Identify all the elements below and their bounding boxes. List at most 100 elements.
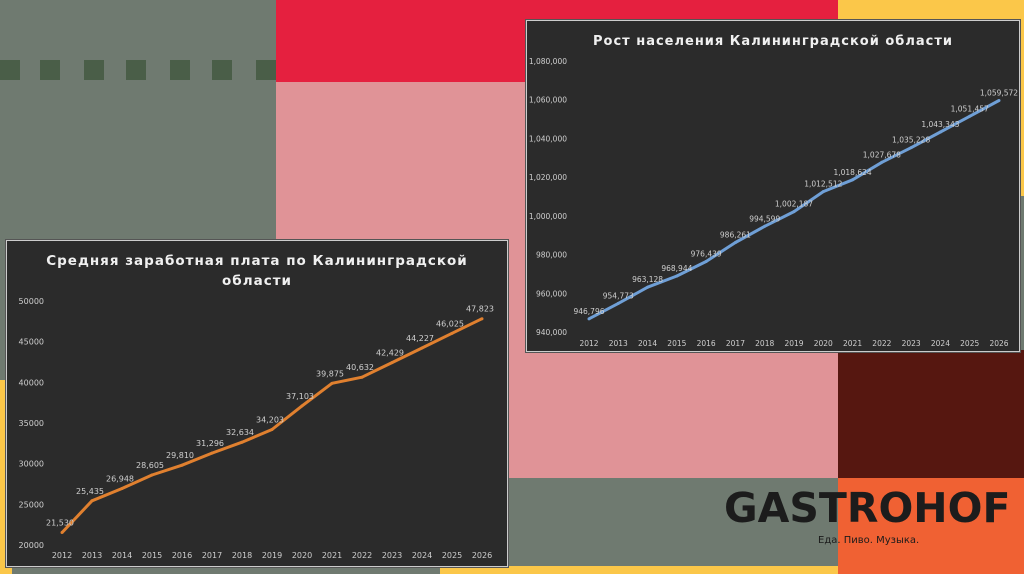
population-x-tick: 2015 (667, 339, 686, 348)
salary-chart: Средняя заработная плата по Калининградс… (6, 240, 508, 567)
population-data-label: 963,128 (632, 275, 663, 284)
salary-x-tick: 2019 (262, 551, 282, 560)
population-data-label: 1,018,624 (833, 168, 871, 177)
salary-data-point (180, 463, 184, 467)
population-x-tick: 2018 (755, 339, 774, 348)
salary-data-label: 46,025 (436, 319, 464, 328)
salary-data-label: 28,605 (136, 461, 164, 470)
brand-logo: GASTROHOF (724, 484, 1011, 532)
population-data-point (675, 274, 679, 278)
bg-block-yellow-bottom (440, 566, 1024, 574)
salary-data-point (480, 317, 484, 321)
salary-x-tick: 2021 (322, 551, 342, 560)
salary-data-point (210, 451, 214, 455)
population-x-tick: 2013 (609, 339, 628, 348)
population-y-tick: 1,060,000 (529, 96, 567, 105)
population-x-tick: 2014 (638, 339, 657, 348)
population-x-tick: 2022 (872, 339, 891, 348)
population-data-point (616, 301, 620, 305)
salary-x-tick: 2013 (82, 551, 102, 560)
population-data-point (763, 224, 767, 228)
bg-block-maroon (838, 350, 1024, 478)
salary-data-point (150, 473, 154, 477)
population-y-tick: 1,020,000 (529, 173, 567, 182)
population-x-tick: 2023 (902, 339, 921, 348)
salary-x-tick: 2015 (142, 551, 162, 560)
population-data-label: 1,035,228 (892, 136, 930, 145)
population-data-point (821, 190, 825, 194)
population-data-label: 976,439 (691, 249, 722, 258)
population-y-tick: 960,000 (536, 289, 567, 298)
population-data-label: 986,261 (720, 230, 751, 239)
salary-data-label: 37,103 (286, 392, 314, 401)
population-x-tick: 2021 (843, 339, 862, 348)
population-data-label: 1,012,512 (804, 180, 842, 189)
salary-data-point (270, 427, 274, 431)
salary-data-point (90, 499, 94, 503)
salary-data-label: 25,435 (76, 487, 104, 496)
population-data-label: 1,059,572 (980, 89, 1018, 98)
salary-y-tick: 50000 (19, 297, 44, 306)
salary-data-point (390, 361, 394, 365)
population-y-tick: 940,000 (536, 328, 567, 337)
salary-y-tick: 30000 (19, 460, 44, 469)
salary-data-label: 42,429 (376, 349, 404, 358)
salary-y-tick: 25000 (19, 500, 44, 509)
salary-x-tick: 2026 (472, 551, 492, 560)
salary-data-point (330, 381, 334, 385)
salary-chart-plot: 20000 25000 30000 35000 40000 45000 50000 2012 2… (19, 297, 494, 560)
salary-data-label: 26,948 (106, 474, 134, 483)
salary-x-tick: 2018 (232, 551, 252, 560)
salary-data-point (420, 346, 424, 350)
salary-data-label: 21,530 (46, 519, 74, 528)
population-data-point (733, 240, 737, 244)
population-data-label: 1,027,678 (863, 150, 901, 159)
salary-data-point (120, 486, 124, 490)
population-x-tick: 2026 (989, 339, 1008, 348)
salary-series-line (60, 317, 483, 534)
salary-data-label: 47,823 (466, 305, 494, 314)
salary-data-label: 29,810 (166, 451, 194, 460)
salary-data-point (300, 404, 304, 408)
salary-y-tick: 20000 (19, 541, 44, 550)
salary-data-label: 40,632 (346, 363, 374, 372)
salary-data-label: 32,634 (226, 428, 254, 437)
population-y-tick: 1,040,000 (529, 134, 567, 143)
salary-y-tick: 40000 (19, 378, 44, 387)
salary-x-tick: 2020 (292, 551, 312, 560)
population-x-tick: 2025 (960, 339, 979, 348)
population-y-tick: 1,080,000 (529, 57, 567, 66)
population-x-tick: 2016 (697, 339, 716, 348)
bg-block-orange (838, 478, 1024, 574)
salary-y-tick: 35000 (19, 419, 44, 428)
population-data-point (968, 114, 972, 118)
population-data-point (587, 317, 591, 321)
salary-data-point (360, 375, 364, 379)
population-y-tick: 1,000,000 (529, 212, 567, 221)
salary-x-tick: 2014 (112, 551, 132, 560)
salary-y-tick: 45000 (19, 338, 44, 347)
population-data-point (909, 146, 913, 150)
population-data-point (997, 99, 1001, 103)
salary-data-label: 31,296 (196, 439, 224, 448)
salary-data-point (450, 331, 454, 335)
salary-data-point (240, 440, 244, 444)
population-data-label: 994,599 (749, 214, 780, 223)
population-data-point (938, 130, 942, 134)
population-data-label: 1,051,457 (951, 104, 989, 113)
population-x-tick: 2024 (931, 339, 950, 348)
population-data-label: 1,002,187 (775, 200, 813, 209)
salary-x-tick: 2024 (412, 551, 432, 560)
population-data-label: 1,043,343 (921, 120, 959, 129)
salary-x-tick: 2012 (52, 551, 72, 560)
population-x-tick: 2019 (784, 339, 803, 348)
population-data-label: 954,773 (603, 291, 634, 300)
salary-x-tick: 2023 (382, 551, 402, 560)
population-chart-title: Рост населения Калининградской области (592, 34, 954, 49)
salary-data-label: 39,875 (316, 369, 344, 378)
population-data-label: 968,944 (661, 264, 692, 273)
population-x-tick: 2012 (579, 339, 598, 348)
population-data-point (792, 210, 796, 214)
brand-tagline: Еда. Пиво. Музыка. (818, 535, 920, 546)
population-data-point (646, 285, 650, 289)
